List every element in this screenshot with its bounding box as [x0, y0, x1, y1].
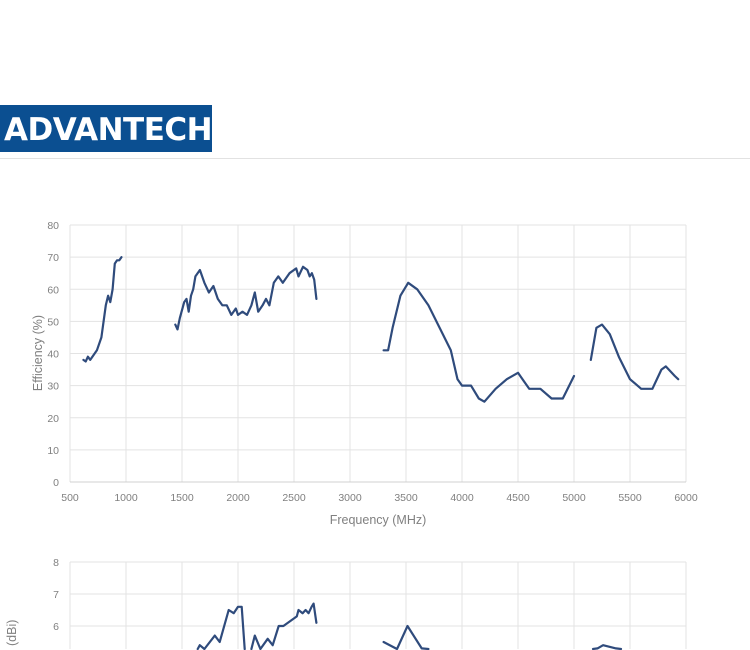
x-tick-label: 4500 — [506, 492, 530, 504]
x-tick-label: 5000 — [562, 492, 586, 504]
y-tick-label: 30 — [47, 381, 59, 393]
series-line-segment — [589, 323, 680, 390]
y-tick-label: 20 — [47, 413, 59, 425]
y-tick-label: 0 — [53, 477, 59, 489]
y-tick-label: 40 — [47, 349, 59, 361]
x-tick-label: 4000 — [450, 492, 474, 504]
x-tick-label: 2000 — [226, 492, 250, 504]
x-tick-label: 2500 — [282, 492, 306, 504]
x-tick-label: 3500 — [394, 492, 418, 504]
y-tick-label: 8 — [53, 557, 59, 569]
header-divider — [0, 158, 750, 159]
y-tick-label: 6 — [53, 621, 59, 633]
x-axis-label: Frequency (MHz) — [330, 513, 427, 527]
series-line-segment — [82, 256, 123, 363]
y-axis-label-2: (dBi) — [5, 620, 19, 646]
series-line-segment — [382, 281, 576, 403]
advantech-logo: ADVANTECH — [0, 105, 213, 152]
y-tick-label: 80 — [47, 220, 59, 232]
series-line-segment — [250, 602, 318, 650]
y-tick-label: 50 — [47, 316, 59, 328]
series-line-segment — [174, 265, 318, 331]
y-tick-label: 60 — [47, 284, 59, 296]
x-tick-label: 500 — [61, 492, 79, 504]
series-line-segment — [591, 644, 623, 650]
logo-text: ADVANTECH — [4, 112, 213, 148]
y-axis-label: Efficiency (%) — [31, 315, 45, 391]
x-tick-label: 5500 — [618, 492, 642, 504]
x-tick-label: 1500 — [170, 492, 194, 504]
efficiency-chart: Frequency (MHz) Efficiency (%) 0 10 20 30 40… — [31, 220, 698, 527]
gain-chart: (dBi) 6 7 8 — [5, 557, 687, 650]
series-line-segment — [196, 605, 246, 650]
x-tick-label: 6000 — [674, 492, 698, 504]
y-tick-label: 70 — [47, 252, 59, 264]
x-tick-label: 3000 — [338, 492, 362, 504]
y-tick-label: 10 — [47, 445, 59, 457]
series-line-segment — [382, 624, 430, 650]
y-tick-label: 7 — [53, 589, 59, 601]
x-tick-label: 1000 — [114, 492, 138, 504]
